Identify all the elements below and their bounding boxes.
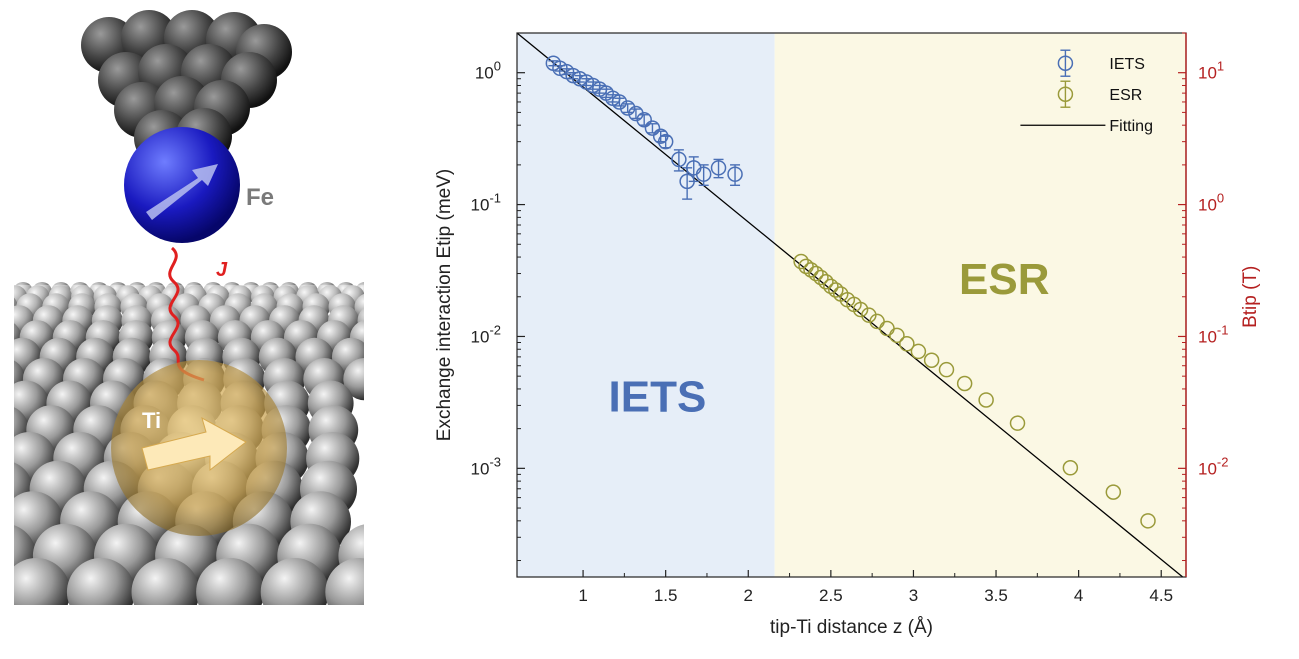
legend-label: IETS	[1109, 56, 1145, 73]
data-point-iets	[695, 166, 712, 182]
surface-atom	[66, 558, 135, 605]
y-tick-label-left: 10-1	[471, 191, 501, 215]
data-point-esr	[813, 269, 829, 286]
x-tick-label: 2.5	[819, 586, 843, 605]
esr-region-background	[774, 33, 1186, 577]
x-axis-title: tip-Ti distance z (Å)	[770, 617, 933, 638]
y-tick-label-right: 10-2	[1198, 454, 1228, 478]
data-point-esr	[1009, 415, 1026, 431]
surface-atom	[131, 558, 200, 605]
data-point-esr	[808, 265, 824, 282]
ti-spin-arrow-icon	[141, 416, 247, 472]
data-point-iets	[657, 133, 674, 150]
x-tick-label: 4.5	[1149, 586, 1173, 605]
data-point-esr	[823, 278, 839, 295]
y-axis-left: 100 10-1 10-2 10-3	[471, 32, 525, 562]
y-tick-label-right: 100	[1198, 191, 1224, 215]
data-point-iets	[611, 94, 628, 110]
x-tick-label: 3.5	[984, 586, 1008, 605]
data-point-esr	[1140, 513, 1156, 529]
x-tick-label: 1.5	[654, 586, 678, 605]
surface-atom	[14, 558, 71, 605]
data-point-iets	[619, 100, 636, 116]
data-point-iets	[710, 160, 727, 176]
x-tick-label: 1	[578, 586, 587, 605]
exchange-interaction-chart: IETS ESR 1 1.5 2 2.5 3 3.5 4 4.5 100 10-1 10-2 10-…	[434, 32, 1261, 638]
data-point-esr	[889, 327, 905, 344]
legend: IETS ESR Fitting	[1020, 49, 1153, 135]
iets-region-background	[517, 33, 775, 577]
exchange-coupling-spring	[168, 246, 205, 382]
legend-label: Fitting	[1109, 118, 1153, 135]
data-point-esr	[978, 392, 994, 408]
x-tick-label: 4	[1074, 586, 1083, 605]
data-point-iets	[671, 151, 687, 168]
data-point-esr	[956, 375, 973, 392]
data-point-esr	[803, 262, 819, 278]
exchange-j-label: J	[216, 259, 228, 281]
data-point-esr	[923, 352, 940, 369]
surface-atom	[260, 558, 329, 605]
y-axis-title-left: Exchange interaction Etip (meV)	[434, 169, 455, 441]
x-tick-label: 3	[909, 586, 918, 605]
x-tick-label: 2	[744, 586, 753, 605]
legend-marker	[1057, 86, 1074, 102]
y-tick-label-right: 101	[1198, 59, 1224, 83]
surface-atom	[196, 558, 265, 605]
y-tick-label-left: 10-2	[471, 322, 501, 346]
data-point-iets	[727, 166, 743, 182]
esr-region-label: ESR	[959, 255, 1049, 304]
data-point-esr	[852, 301, 869, 318]
data-point-esr	[818, 273, 834, 290]
x-axis: 1 1.5 2 2.5 3 3.5 4 4.5	[578, 570, 1173, 605]
data-point-esr	[1062, 460, 1079, 476]
iets-series	[545, 55, 743, 200]
y-tick-label-left: 100	[475, 59, 501, 83]
fe-label: Fe	[246, 184, 274, 211]
ti-label: Ti	[142, 408, 161, 433]
iets-region-label: IETS	[609, 372, 707, 421]
y-axis-right: 101 100 10-1 10-2	[1178, 32, 1228, 577]
y-tick-label-left: 10-3	[471, 454, 501, 478]
y-axis-title-right: Btip (T)	[1240, 266, 1261, 328]
data-point-iets	[636, 111, 652, 128]
data-point-esr	[793, 253, 809, 270]
fe-spin-arrow-icon	[146, 164, 218, 220]
esr-series	[793, 253, 1156, 529]
fitting-line	[516, 32, 1184, 578]
data-point-esr	[828, 282, 844, 298]
surface-atom	[325, 558, 364, 605]
data-point-esr	[1105, 484, 1122, 500]
tip-cluster	[81, 10, 292, 166]
y-tick-label-right: 10-1	[1198, 322, 1228, 346]
surface-haze	[14, 285, 364, 345]
fe-atom	[124, 127, 240, 243]
data-point-esr	[910, 343, 927, 360]
plot-area: IETS ESR	[516, 32, 1187, 578]
data-point-esr	[938, 361, 955, 378]
data-point-iets	[644, 120, 661, 136]
legend-marker	[1057, 55, 1074, 71]
data-point-esr	[899, 336, 915, 352]
tip-atom-schematic: Fe J Ti	[14, 10, 364, 605]
legend-label: ESR	[1109, 87, 1142, 104]
